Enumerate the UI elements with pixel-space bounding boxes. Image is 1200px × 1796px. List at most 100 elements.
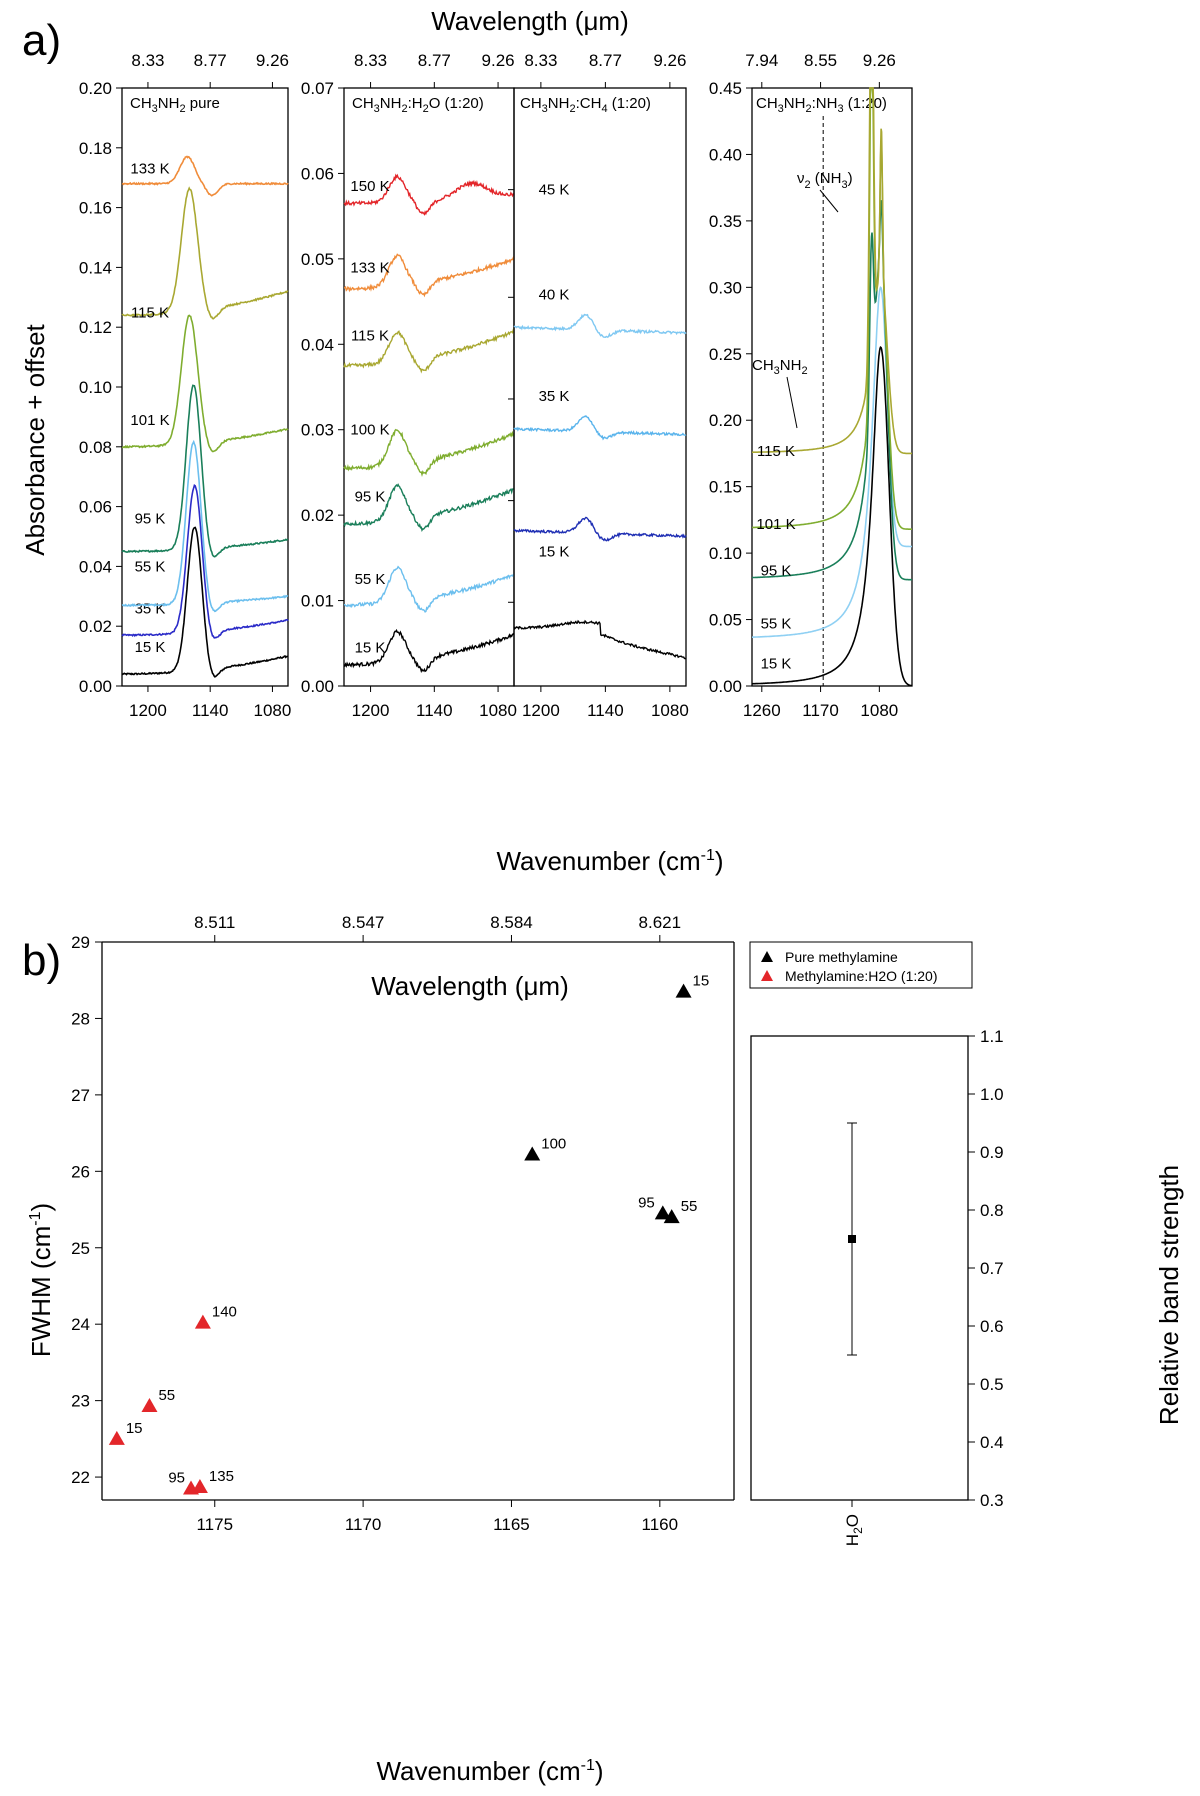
a1-series-15-K <box>121 526 289 678</box>
a2-series-label: 115 K <box>351 328 389 345</box>
a1-x-tick-label: 1140 <box>192 701 229 720</box>
a2-top-tick-label: 8.77 <box>418 51 451 70</box>
a3-x-tick-label: 1200 <box>522 701 560 720</box>
a1-y-tick-label: 0.06 <box>79 498 112 517</box>
a1-y-tick-label: 0.14 <box>79 258 112 277</box>
a3-series-label: 45 K <box>539 182 570 199</box>
b-point-water <box>191 1479 208 1494</box>
b-x-tick-label: 1175 <box>196 1515 233 1534</box>
a3-series-label: 40 K <box>539 286 570 303</box>
b-top-tick-label: 8.584 <box>490 913 533 932</box>
a1-series-55-K <box>121 439 289 613</box>
a2-y-tick-label: 0.06 <box>301 164 334 183</box>
a2-x-tick-label: 1200 <box>352 701 390 720</box>
a4-top-tick-label: 7.94 <box>745 51 778 70</box>
b-point-label: 55 <box>681 1198 698 1215</box>
a1-y-tick-label: 0.08 <box>79 438 112 457</box>
a1-series-label: 35 K <box>135 600 166 617</box>
svg-text:FWHM (cm-1): FWHM (cm-1) <box>26 1203 56 1357</box>
a2-y-tick-label: 0.07 <box>301 79 334 98</box>
a3-series-40-K <box>513 414 687 441</box>
a1-x-tick-label: 1200 <box>129 701 167 720</box>
b-point-pure <box>654 1205 671 1220</box>
b-inset-point <box>848 1235 856 1243</box>
a2-top-tick-label: 9.26 <box>482 51 515 70</box>
a4-y-tick-label: 0.25 <box>709 345 742 364</box>
b-y-tick-label: 22 <box>71 1468 90 1487</box>
a4-y-tick-label: 0.45 <box>709 79 742 98</box>
a4-series-label: 55 K <box>761 616 792 633</box>
a2-series-100-K <box>343 428 515 477</box>
a1-series-label: 15 K <box>135 639 166 656</box>
b-legend-marker <box>761 970 773 981</box>
b-point-label: 15 <box>693 973 710 990</box>
a2-y-tick-label: 0.05 <box>301 250 334 269</box>
a3-series-45-K <box>513 313 687 339</box>
a1-top-tick-label: 9.26 <box>256 51 289 70</box>
a3-x-tick-label: 1140 <box>587 701 624 720</box>
a1-series-95-K <box>121 384 288 558</box>
a2-inset-title: CH3NH2:H2O (1:20) <box>352 95 484 115</box>
a2-y-tick-label: 0.02 <box>301 506 334 525</box>
b-point-label: 140 <box>212 1304 237 1321</box>
panel-a-methylamine-ammonia: 1260 1170 1080 7.94 8.55 9.26 0.00 0.05 0.10 0.15… <box>709 51 913 720</box>
b-point-label: 135 <box>209 1468 234 1485</box>
a2-series-label: 150 K <box>350 178 389 195</box>
a4-series-115-K <box>752 87 912 455</box>
panel-a-pure-methylamine: 1200 1140 1080 8.33 8.77 9.26 0.00 0.02 0.04 0.06… <box>79 51 291 720</box>
a4-y-tick-label: 0.35 <box>709 212 742 231</box>
a4-nu2-pointer <box>819 189 839 213</box>
a4-frame <box>751 87 913 687</box>
a4-y-tick-label: 0.40 <box>709 145 742 164</box>
a1-y-tick-label: 0.10 <box>79 378 112 397</box>
b-point-water <box>141 1397 158 1412</box>
a2-series-label: 133 K <box>350 259 389 276</box>
a4-inset-title: CH3NH2:NH3 (1:20) <box>756 95 887 115</box>
panel-b-fwhm-scatter: 1175 8.511 1170 8.547 1165 8.584 1160 8.621 22 23… <box>71 913 973 1534</box>
b-y-tick-label: 27 <box>71 1086 90 1105</box>
b-point-label: 15 <box>126 1420 143 1437</box>
panel-a-x-axis-title: Wavenumber (cm-1) <box>496 846 723 876</box>
b-y-tick-label: 24 <box>71 1315 90 1334</box>
a2-series-115-K <box>343 327 515 374</box>
a1-y-tick-label: 0.18 <box>79 139 112 158</box>
b-point-label: 100 <box>541 1135 566 1152</box>
b-inset-y-tick-label: 0.9 <box>980 1143 1004 1162</box>
a1-y-tick-label: 0.12 <box>79 318 112 337</box>
b-inset-y-tick-label: 0.6 <box>980 1317 1004 1336</box>
b-legend: Pure methylamine Methylamine:H2O (1:20) <box>749 941 973 989</box>
a1-series-label: 95 K <box>135 511 166 528</box>
b-point-label: 95 <box>638 1194 655 1211</box>
a1-x-tick-label: 1080 <box>254 701 292 720</box>
b-y-tick-label: 28 <box>71 1009 90 1028</box>
b-point-label: 55 <box>158 1387 175 1404</box>
b-top-tick-label: 8.511 <box>194 913 235 932</box>
a1-series-115-K <box>121 186 289 320</box>
b-legend-box <box>749 941 973 989</box>
a1-y-tick-label: 0.20 <box>79 79 112 98</box>
a4-x-tick-label: 1260 <box>743 701 781 720</box>
panel-b-y-axis-title: FWHM (cm-1) <box>26 1203 56 1357</box>
a2-y-tick-label: 0.03 <box>301 421 334 440</box>
a2-series-label: 55 K <box>355 571 386 588</box>
a4-y-tick-label: 0.10 <box>709 544 742 563</box>
b-x-tick-label: 1165 <box>493 1515 530 1534</box>
panel-b-inset-y-axis-title: Relative band strength <box>1154 1165 1184 1425</box>
a2-y-tick-label: 0.00 <box>301 677 334 696</box>
a2-x-tick-label: 1140 <box>416 701 453 720</box>
a1-series-101-K <box>121 314 289 453</box>
a4-y-tick-label: 0.20 <box>709 411 742 430</box>
b-inset-y-tick-label: 0.3 <box>980 1491 1004 1510</box>
panel-b-letter: b) <box>22 936 61 985</box>
a3-inset-title: CH3NH2:CH4 (1:20) <box>520 95 651 115</box>
b-inset-frame <box>750 1035 969 1501</box>
b-top-tick-label: 8.621 <box>639 913 682 932</box>
a3-series-15-K <box>513 619 687 660</box>
a1-inset-title: CH3NH2 pure <box>130 95 220 115</box>
a3-series-label: 15 K <box>539 543 570 560</box>
a4-top-tick-label: 9.26 <box>863 51 896 70</box>
a4-ch3nh2-pointer <box>786 376 798 429</box>
a1-series-133-K <box>121 155 289 197</box>
b-point-pure <box>524 1146 541 1161</box>
